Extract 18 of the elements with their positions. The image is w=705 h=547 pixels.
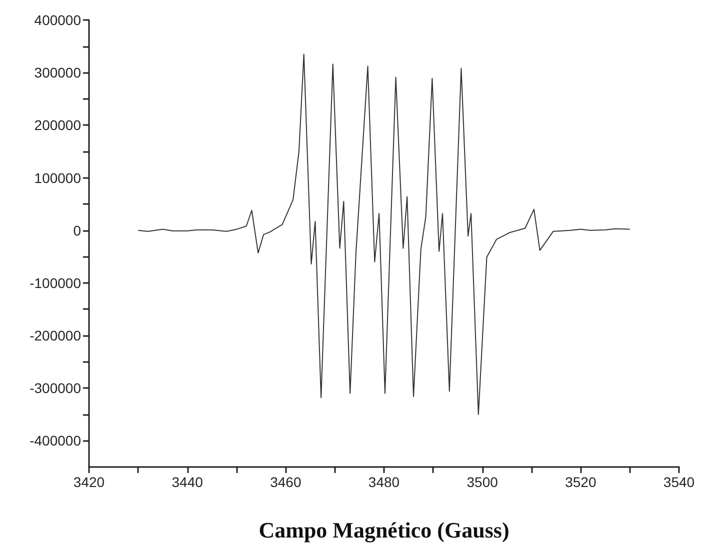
x-tick-label: 3520 — [565, 474, 596, 490]
x-axis-title: Campo Magnético (Gauss) — [258, 518, 510, 542]
y-tick-label: 100000 — [34, 170, 82, 186]
x-tick-label: 3440 — [172, 474, 204, 490]
x-tick-label: 3500 — [466, 474, 498, 490]
y-tick-label: 300000 — [34, 64, 82, 81]
y-tick-label: 200000 — [34, 117, 82, 134]
x-tick-label: 3420 — [73, 474, 105, 490]
y-tick-label: 0 — [73, 222, 82, 238]
x-tick-label: 3480 — [368, 474, 400, 490]
x-tick-label: 3540 — [663, 474, 695, 490]
y-tick-label: -100000 — [30, 274, 82, 291]
y-tick-label: -200000 — [30, 328, 82, 344]
line-series — [138, 54, 630, 415]
y-tick-label: -400000 — [30, 432, 82, 449]
y-tick-label: 400000 — [34, 12, 82, 28]
x-tick-label: 3460 — [270, 474, 302, 490]
y-tick-label: -300000 — [30, 380, 82, 396]
